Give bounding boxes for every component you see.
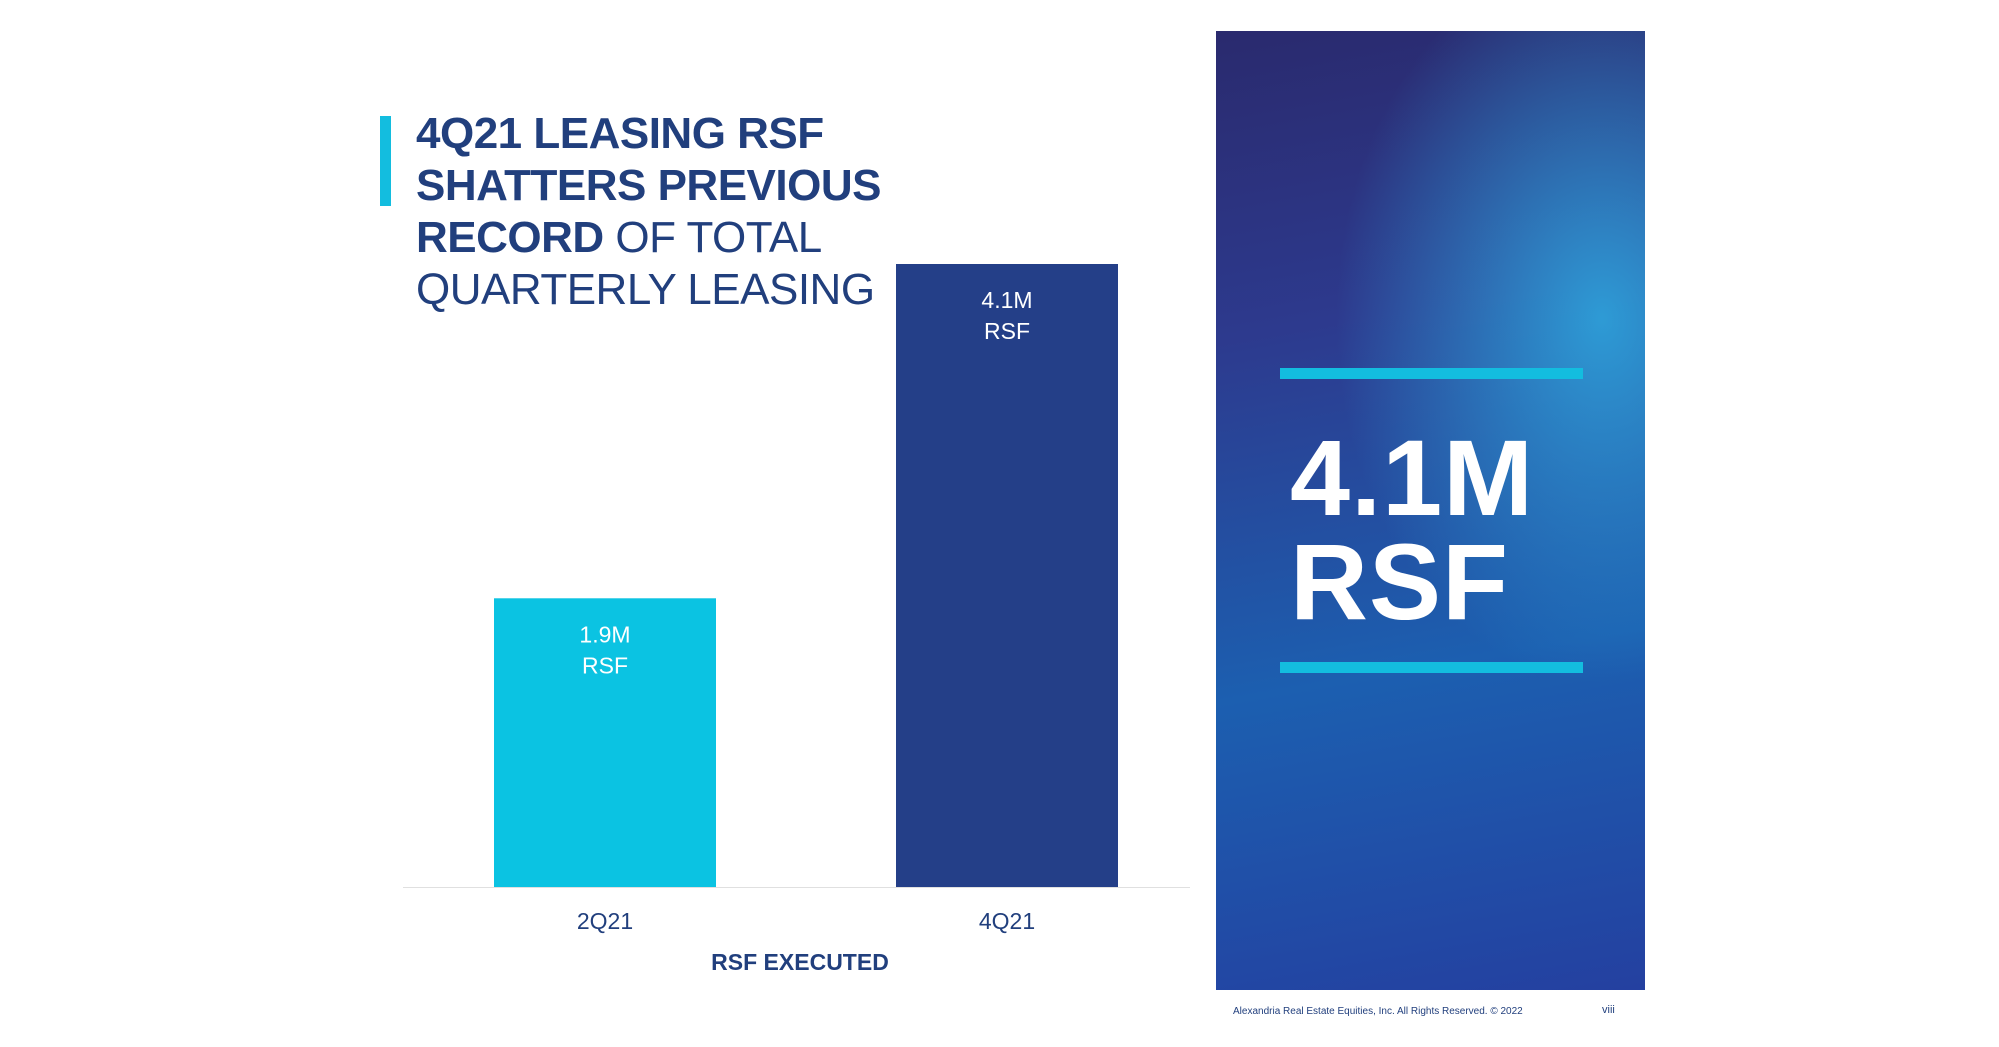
title-line-3-bold: RECORD [416,213,604,262]
highlight-panel: 4.1M RSF [1216,31,1645,990]
highlight-bottom-bar [1280,662,1583,673]
data-label-4q21-value: 4.1M [981,287,1032,313]
title-line-3-light: OF TOTAL [615,213,822,262]
title-line-1: 4Q21 LEASING RSF [416,109,824,158]
page-number: viii [1602,1004,1615,1016]
highlight-top-bar [1280,368,1583,379]
x-tick-label-4q21: 4Q21 [979,908,1035,934]
bar-4q21 [896,264,1118,887]
bar-2q21 [494,598,716,887]
copyright-text: Alexandria Real Estate Equities, Inc. Al… [1233,1006,1523,1017]
data-label-2q21-value: 1.9M [579,621,630,647]
x-axis-title: RSF EXECUTED [711,949,889,975]
highlight-number: 4.1M [1290,417,1535,538]
page-title: 4Q21 LEASING RSF SHATTERS PREVIOUS RECOR… [416,108,956,316]
highlight-unit: RSF [1290,521,1509,642]
title-line-4: QUARTERLY LEASING [416,265,875,314]
title-accent-bar [380,116,391,206]
data-label-4q21-unit: RSF [984,318,1030,344]
x-tick-label-2q21: 2Q21 [577,908,633,934]
title-line-2: SHATTERS PREVIOUS [416,161,881,210]
title-line-3: RECORD OF TOTAL [416,212,956,264]
highlight-value: 4.1M RSF [1290,417,1535,642]
data-label-2q21-unit: RSF [582,652,628,678]
